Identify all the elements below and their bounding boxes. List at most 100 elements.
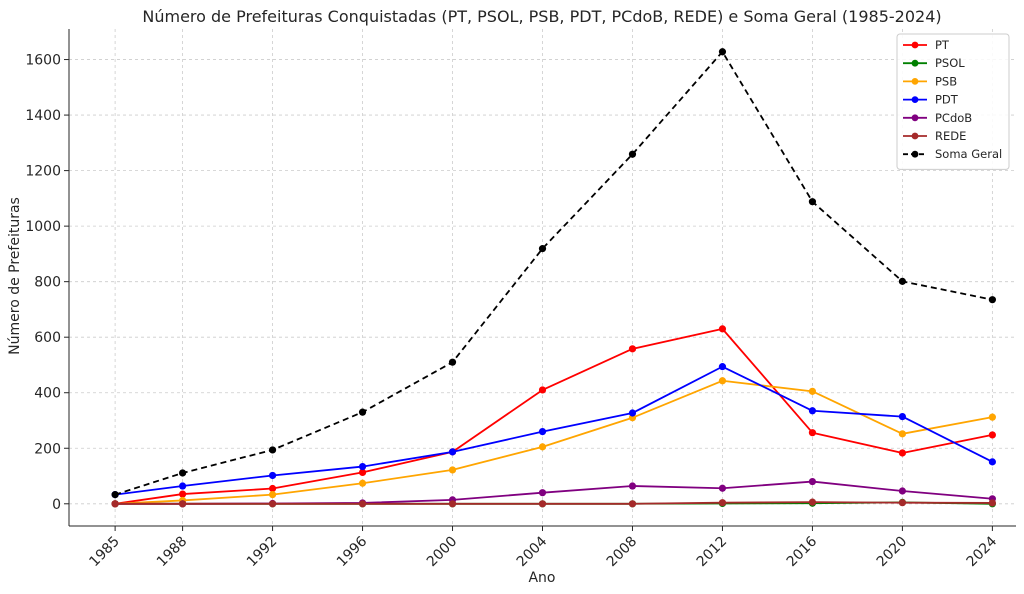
series-line-pcdob [115, 480, 993, 505]
data-point-pdt [178, 482, 187, 490]
data-point-pt [628, 345, 637, 353]
data-point-soma-geral [448, 358, 457, 366]
legend-marker-soma-geral [911, 150, 919, 158]
data-point-pcdob [718, 484, 727, 492]
legend-label-rede: REDE [935, 129, 966, 143]
data-point-pcdob [808, 477, 817, 486]
series-line-pt [114, 327, 993, 505]
data-point-pdt [988, 458, 996, 466]
legend-marker-pdt [911, 96, 919, 103]
data-point-soma-geral [111, 491, 119, 499]
data-point-pcdob [898, 487, 907, 495]
data-point-psb [268, 491, 277, 499]
y-tick-label: 600 [34, 330, 61, 346]
data-point-psb [358, 479, 367, 487]
series-line-psb [115, 379, 993, 505]
data-point-pdt [268, 471, 277, 480]
data-point-pt [538, 386, 547, 394]
series-rede [111, 498, 996, 508]
data-point-pcdob [538, 489, 547, 497]
data-point-psb [898, 430, 907, 438]
x-tick-label: 2024 [964, 533, 1001, 570]
data-point-soma-geral [268, 446, 277, 454]
data-point-pt [178, 490, 187, 498]
data-point-rede [898, 499, 907, 507]
data-point-pt [988, 431, 996, 439]
data-point-pt [268, 484, 277, 493]
x-tick-label: 1988 [154, 534, 191, 571]
axes [64, 29, 1016, 531]
data-point-psb [808, 387, 817, 395]
x-tick-label: 1985 [86, 534, 123, 571]
series-psb [111, 377, 996, 508]
legend-marker-pcdob [911, 114, 919, 122]
x-tick-label: 2000 [424, 534, 461, 571]
y-tick-label: 1400 [25, 108, 61, 124]
data-point-pdt [448, 448, 457, 456]
chart-title: Número de Prefeituras Conquistadas (PT, … [142, 7, 941, 26]
series-pdt [111, 363, 996, 499]
data-point-soma-geral [898, 277, 907, 285]
data-point-soma-geral [538, 245, 547, 253]
series-group [111, 48, 996, 508]
data-point-rede [808, 498, 817, 506]
data-point-soma-geral [718, 48, 727, 56]
data-point-pdt [718, 363, 727, 371]
legend-marker-rede [911, 132, 919, 140]
legend: PT PSOL PSB PDT PCdoB REDE Soma Geral [896, 33, 1010, 170]
tick-labels: 0 200 400 600 800 1000 1200 1400 1600 1985 1988 199… [25, 53, 1000, 570]
data-point-soma-geral [988, 296, 996, 304]
data-point-psb [988, 413, 996, 421]
data-point-soma-geral [178, 469, 187, 477]
x-tick-label: 1996 [334, 533, 371, 570]
grid-lines [69, 29, 1016, 526]
data-point-rede [358, 500, 367, 508]
legend-label-pdt: PDT [935, 93, 959, 107]
legend-label-psol: PSOL [935, 56, 965, 70]
x-tick-label: 2020 [874, 534, 911, 571]
legend-label-soma-geral: Soma Geral [935, 147, 1002, 161]
data-point-psb [718, 377, 727, 385]
data-point-pdt [358, 462, 367, 471]
data-point-pdt [628, 409, 637, 417]
legend-marker-psol [911, 59, 919, 67]
legend-label-pcdob: PCdoB [935, 111, 972, 125]
data-point-psb [538, 443, 547, 451]
x-tick-label: 2016 [784, 533, 821, 570]
legend-label-psb: PSB [935, 74, 957, 88]
data-point-rede [448, 500, 457, 508]
data-point-pt [898, 449, 907, 457]
data-point-rede [111, 500, 119, 508]
data-point-rede [268, 500, 277, 508]
x-axis-label: Ano [528, 570, 555, 586]
data-point-pdt [538, 427, 547, 436]
data-point-pdt [808, 407, 817, 415]
data-point-rede [718, 499, 727, 507]
series-soma-geral [111, 48, 996, 499]
series-line-pdt [114, 365, 993, 496]
y-tick-label: 1200 [25, 164, 61, 180]
data-point-rede [988, 499, 996, 507]
x-tick-label: 2012 [694, 534, 731, 571]
y-tick-label: 200 [34, 441, 61, 457]
data-point-psb [448, 466, 457, 474]
data-point-rede [178, 500, 187, 508]
y-axis-label: Número de Prefeituras [7, 197, 23, 355]
data-point-rede [628, 500, 637, 508]
data-point-pt [808, 429, 817, 437]
data-point-pcdob [628, 482, 637, 490]
y-tick-label: 1000 [25, 219, 61, 235]
data-point-rede [538, 500, 547, 508]
x-tick-label: 1992 [244, 534, 281, 571]
legend-marker-pt [911, 41, 919, 49]
data-point-pdt [898, 413, 907, 421]
data-point-soma-geral [628, 150, 637, 158]
y-tick-label: 800 [34, 275, 61, 291]
x-tick-label: 2004 [514, 533, 551, 570]
data-point-pt [358, 468, 367, 477]
y-tick-label: 0 [52, 497, 61, 513]
legend-marker-psb [911, 78, 919, 85]
y-tick-label: 400 [34, 386, 61, 402]
data-point-soma-geral [358, 408, 367, 416]
